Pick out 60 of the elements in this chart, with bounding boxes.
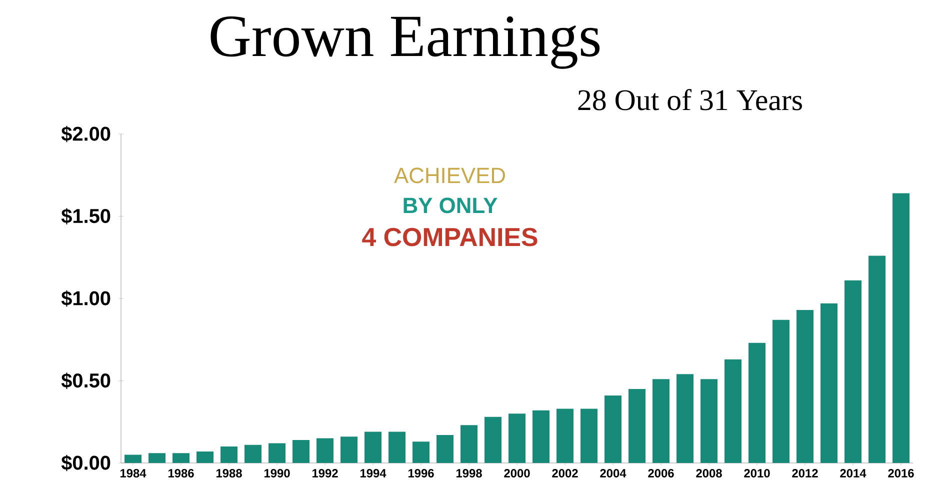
bar	[340, 436, 358, 463]
bar	[724, 359, 742, 463]
chart-subtitle: 28 Out of 31 Years	[578, 88, 802, 110]
x-tick-label: 1998	[456, 469, 482, 478]
bar	[124, 454, 142, 463]
y-tick-label: $1.00	[61, 290, 110, 307]
bar	[844, 280, 862, 463]
annotation: 4 COMPANIES	[362, 228, 538, 246]
bar	[820, 303, 838, 463]
bar	[172, 453, 190, 463]
bar	[316, 438, 334, 463]
bar	[436, 435, 454, 463]
bar	[652, 379, 670, 463]
bar	[244, 444, 262, 463]
bar	[556, 408, 574, 463]
y-tick-label: $0.00	[61, 454, 110, 472]
annotation: BY ONLY	[404, 198, 498, 214]
x-tick-label: 1986	[168, 469, 194, 478]
y-tick-label: $0.50	[61, 372, 110, 389]
annotation: ACHIEVED	[394, 168, 505, 184]
x-tick-label: 1994	[360, 469, 386, 478]
bar	[268, 443, 286, 463]
bar	[460, 425, 478, 463]
bar	[292, 440, 310, 463]
bar	[364, 432, 382, 463]
x-tick-label: 2014	[840, 469, 866, 478]
y-tick-label: $2.00	[61, 126, 110, 142]
bar	[148, 453, 166, 463]
x-tick-label: 2012	[792, 469, 818, 478]
bar	[412, 442, 430, 463]
x-tick-label: 2016	[888, 469, 914, 478]
x-tick-label: 1990	[264, 469, 290, 478]
bar	[484, 416, 502, 463]
x-tick-label: 2004	[600, 469, 626, 478]
chart-title: Grown Earnings	[210, 16, 600, 69]
bar	[772, 320, 790, 463]
x-tick-label: 2006	[648, 469, 674, 478]
y-tick-label: $1.50	[61, 208, 110, 224]
bar	[892, 193, 910, 463]
x-tick-label: 2010	[744, 469, 770, 478]
x-tick-label: 1992	[312, 469, 338, 478]
x-tick-label: 1996	[408, 469, 434, 478]
x-tick-label: 2002	[552, 469, 578, 478]
bar	[700, 379, 718, 463]
x-tick-label: 1984	[120, 469, 146, 478]
bar	[628, 388, 646, 463]
bar	[796, 310, 814, 463]
bar	[748, 342, 766, 463]
x-tick-label: 2008	[696, 469, 722, 478]
bar	[532, 410, 550, 463]
bar	[604, 396, 622, 463]
bar	[580, 408, 598, 463]
x-tick-label: 1988	[216, 469, 242, 478]
bar	[196, 451, 214, 463]
bar	[868, 256, 886, 463]
bar	[220, 446, 238, 463]
bar	[388, 432, 406, 463]
bar	[508, 414, 526, 463]
bar	[676, 374, 694, 463]
x-tick-label: 2000	[504, 469, 530, 478]
